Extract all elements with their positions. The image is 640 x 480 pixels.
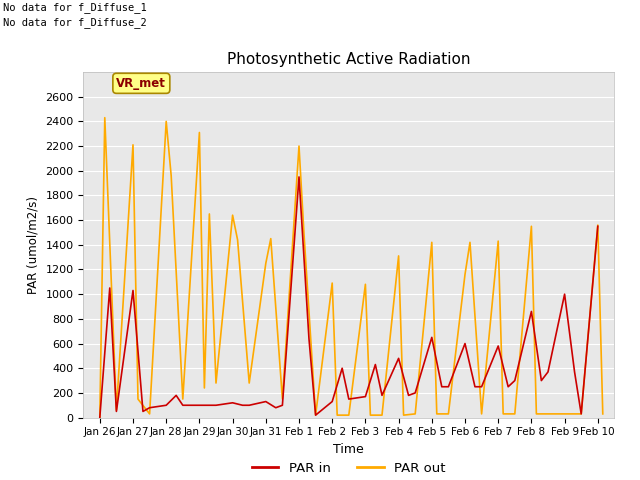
X-axis label: Time: Time: [333, 443, 364, 456]
Text: No data for f_Diffuse_2: No data for f_Diffuse_2: [3, 17, 147, 28]
Text: No data for f_Diffuse_1: No data for f_Diffuse_1: [3, 2, 147, 13]
Legend: PAR in, PAR out: PAR in, PAR out: [246, 456, 451, 480]
Title: Photosynthetic Active Radiation: Photosynthetic Active Radiation: [227, 52, 470, 67]
Y-axis label: PAR (umol/m2/s): PAR (umol/m2/s): [27, 196, 40, 294]
Text: VR_met: VR_met: [116, 77, 166, 90]
